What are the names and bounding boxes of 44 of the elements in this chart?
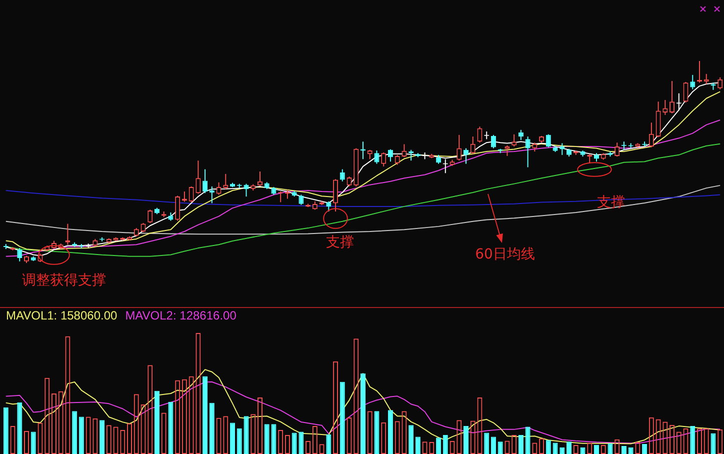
bar (264, 424, 270, 454)
bar (100, 420, 105, 454)
text: MAVOL1: 158060.00 (6, 308, 118, 322)
bar (17, 402, 22, 454)
bar (326, 434, 332, 454)
bar (490, 436, 496, 454)
text: 调整获得支撑 (22, 272, 106, 289)
bar (209, 402, 214, 454)
text: MAVOL2: 128616.00 (125, 308, 237, 322)
bar (442, 435, 448, 454)
bar (340, 382, 345, 454)
bar (642, 444, 648, 454)
bar (168, 402, 174, 454)
bar (154, 390, 160, 454)
bar (271, 424, 276, 454)
bar (30, 432, 36, 454)
bar (498, 442, 503, 454)
bar (374, 411, 380, 454)
bar (78, 416, 84, 454)
bar (484, 432, 490, 454)
bar (518, 435, 524, 454)
bar (552, 442, 558, 454)
bar (710, 433, 716, 454)
bar (230, 422, 236, 454)
bar (594, 445, 599, 454)
bar (360, 374, 366, 454)
bar (566, 442, 572, 454)
bar (690, 426, 696, 454)
bar (236, 428, 242, 454)
bar (244, 416, 249, 454)
annotation: 60日均线 (475, 246, 535, 263)
bar (292, 432, 297, 454)
bar (608, 443, 613, 454)
bar (388, 410, 393, 454)
bar (415, 436, 420, 454)
bar (436, 438, 442, 454)
annotation: 支撑 (326, 234, 354, 251)
bar (72, 411, 78, 454)
bar (546, 440, 551, 454)
bar (525, 426, 530, 454)
bar (298, 432, 304, 454)
bar (202, 376, 208, 454)
bar (408, 425, 414, 454)
bar (464, 426, 469, 454)
